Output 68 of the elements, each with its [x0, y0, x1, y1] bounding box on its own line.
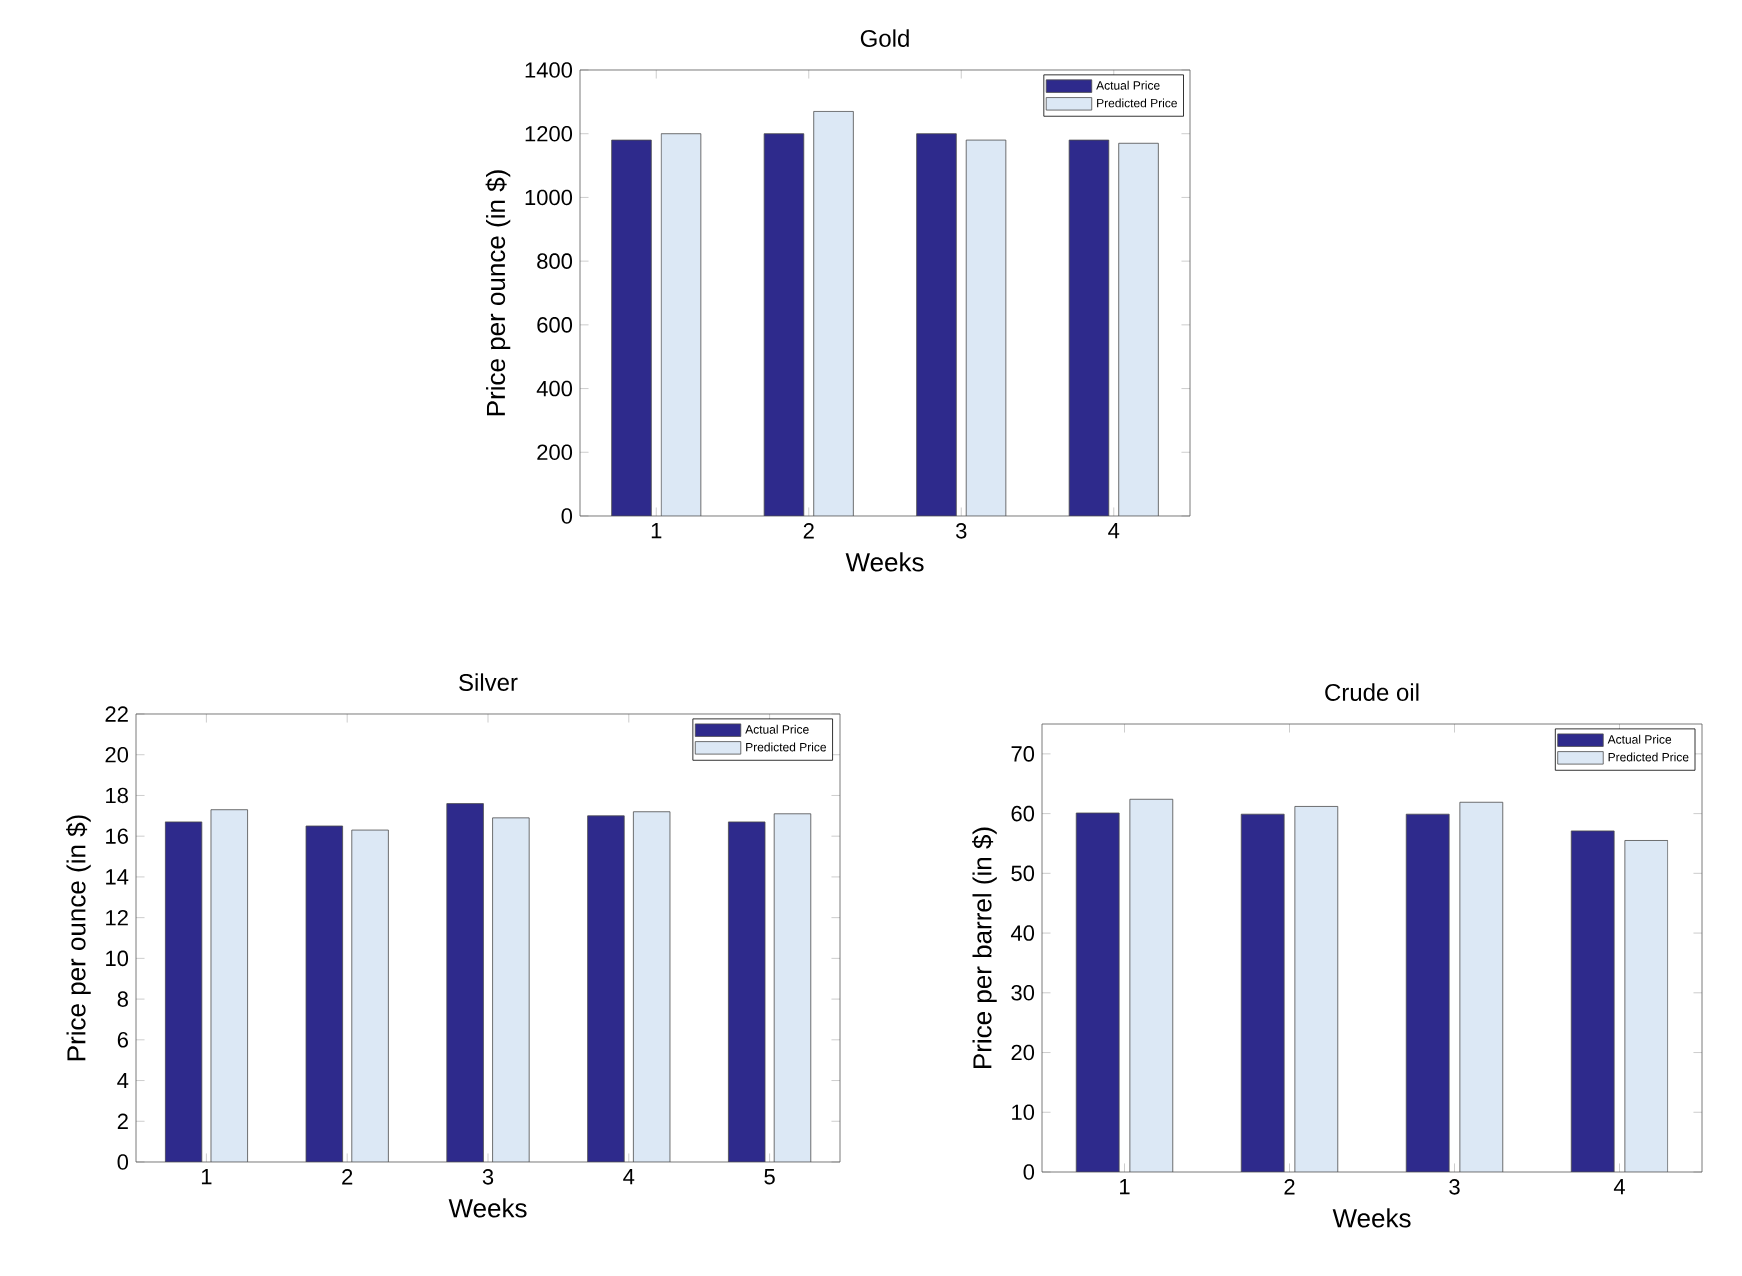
y-tick-label: 200 — [537, 444, 573, 461]
y-tick-label: 6 — [117, 1032, 128, 1048]
x-tick-label: 3 — [482, 1169, 494, 1185]
x-tick-label: 4 — [1613, 1179, 1625, 1195]
bar — [763, 133, 805, 516]
bar — [164, 821, 203, 1162]
bar — [351, 829, 389, 1162]
x-axis-title: Weeks — [845, 552, 924, 572]
y-tick-label: 400 — [536, 380, 573, 397]
y-tick-label: 1000 — [525, 189, 573, 206]
x-tick-label: 3 — [955, 523, 967, 539]
bar — [446, 803, 484, 1162]
y-tick-label: 20 — [105, 746, 129, 763]
y-axis-title: Price per ounce (in $) — [66, 815, 91, 1061]
y-tick-label: 14 — [106, 869, 129, 885]
x-tick-label: 4 — [623, 1169, 635, 1185]
y-tick-label: 16 — [106, 828, 128, 844]
x-tick-label: 1 — [1120, 1179, 1130, 1195]
x-tick-label: 3 — [1449, 1179, 1460, 1195]
x-axis-title: Weeks — [1332, 1208, 1411, 1228]
bar — [305, 825, 344, 1162]
y-tick-label: 22 — [105, 706, 128, 722]
bar — [916, 133, 957, 516]
bar — [813, 111, 854, 516]
y-axis-title: Price per ounce (in $) — [485, 170, 511, 416]
y-tick-label: 0 — [1023, 1164, 1035, 1180]
chart-title: Gold — [860, 29, 909, 47]
bar — [492, 817, 530, 1162]
bar — [965, 139, 1007, 516]
bar — [1068, 139, 1110, 516]
y-tick-label: 50 — [1011, 865, 1035, 882]
y-tick-label: 60 — [1011, 805, 1035, 822]
x-tick-label: 1 — [201, 1169, 212, 1185]
bar — [1118, 142, 1159, 516]
x-tick-label: 5 — [764, 1169, 775, 1185]
y-tick-label: 0 — [561, 508, 573, 524]
y-tick-label: 800 — [537, 253, 573, 269]
bar — [587, 815, 625, 1162]
y-tick-label: 70 — [1011, 746, 1035, 762]
y-tick-label: 1200 — [525, 125, 573, 142]
y-tick-label: 2 — [117, 1113, 128, 1129]
y-tick-label: 30 — [1011, 985, 1035, 1001]
y-tick-label: 10 — [1012, 1104, 1035, 1121]
x-tick-label: 2 — [803, 523, 814, 539]
y-axis-title: Price per barrel (in $) — [972, 827, 997, 1068]
bar — [632, 811, 671, 1162]
y-tick-label: 40 — [1010, 925, 1035, 941]
y-tick-label: 1400 — [525, 62, 573, 78]
bar — [210, 809, 248, 1162]
bar — [773, 813, 812, 1162]
bar — [660, 133, 702, 516]
chart-title: Silver — [459, 673, 518, 691]
x-axis-title: Weeks — [448, 1198, 527, 1218]
x-tick-label: 2 — [342, 1169, 353, 1185]
y-tick-label: 10 — [106, 950, 129, 967]
y-tick-label: 4 — [117, 1073, 129, 1089]
bar — [611, 139, 652, 516]
y-tick-label: 18 — [106, 787, 128, 804]
x-tick-label: 2 — [1284, 1179, 1295, 1195]
bar — [728, 821, 766, 1162]
x-tick-label: 4 — [1108, 523, 1120, 539]
y-tick-label: 0 — [117, 1154, 129, 1170]
chart-title: Crude oil — [1325, 683, 1419, 701]
x-tick-label: 1 — [651, 523, 662, 539]
y-tick-label: 12 — [106, 909, 128, 926]
y-tick-label: 8 — [117, 991, 128, 1007]
y-tick-label: 20 — [1011, 1044, 1035, 1061]
y-tick-label: 600 — [537, 317, 573, 333]
